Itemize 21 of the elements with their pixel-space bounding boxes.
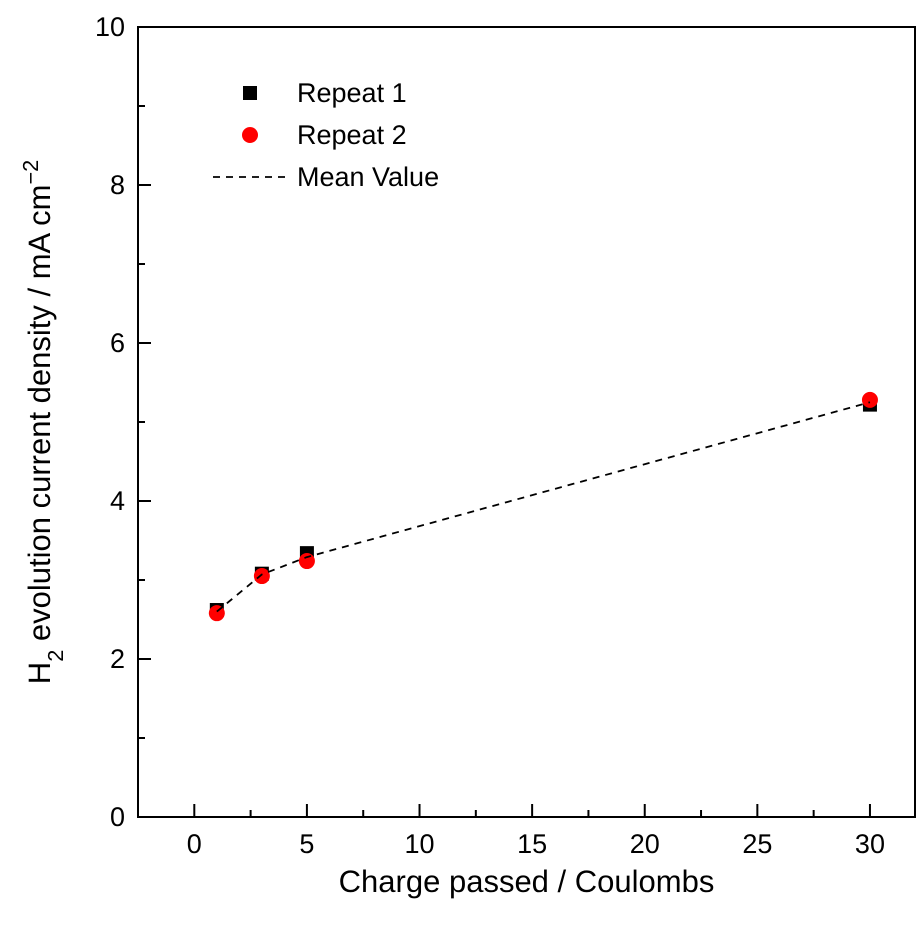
y-tick-label: 8 [110, 170, 125, 200]
y-tick-label: 2 [110, 644, 125, 674]
x-tick-label: 25 [742, 829, 772, 859]
x-tick-label: 5 [299, 829, 314, 859]
y-tick-label: 4 [110, 486, 125, 516]
point [298, 553, 315, 570]
point [208, 605, 225, 622]
x-tick-label: 15 [517, 829, 548, 859]
legend-label: Repeat 2 [297, 120, 407, 150]
x-tick-label: 30 [854, 829, 885, 859]
x-tick-label: 10 [404, 829, 435, 859]
legend-label: Repeat 1 [297, 78, 407, 108]
x-tick-label: 20 [630, 829, 660, 859]
y-tick-label: 0 [110, 802, 125, 832]
legend-label: Mean Value [297, 162, 440, 192]
x-axis-title: Charge passed / Coulombs [338, 864, 714, 899]
y-tick-label: 6 [110, 328, 125, 358]
y-tick-label: 10 [94, 12, 125, 42]
x-tick-label: 0 [186, 829, 202, 859]
point [254, 568, 270, 584]
point [862, 392, 878, 408]
